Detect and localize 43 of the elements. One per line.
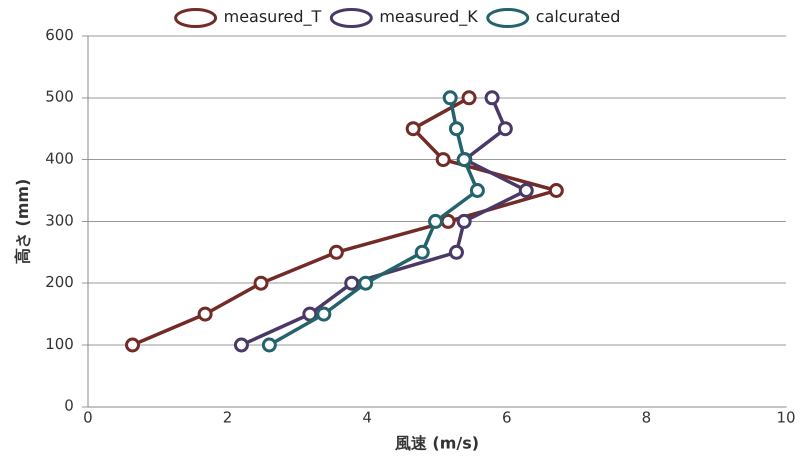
y-tick-label: 100 (45, 334, 74, 353)
x-tick-label: 8 (642, 408, 652, 427)
point (518, 183, 534, 198)
legend-label: measured_T (224, 7, 322, 26)
x-axis-title: 風速 (m/s) (394, 434, 480, 453)
point (316, 306, 332, 322)
point (234, 338, 249, 352)
y-tick-label: 500 (45, 88, 74, 106)
point (436, 152, 451, 168)
point (484, 90, 500, 106)
legend-label: calcurated (536, 7, 620, 26)
point (406, 121, 421, 136)
legend-label: measured_K (379, 7, 478, 26)
x-tick-label: 6 (502, 408, 512, 427)
x-tick-label: 10 (776, 408, 796, 427)
y-axis-title: 高さ (mm) (12, 178, 32, 264)
point (125, 338, 140, 352)
point (456, 214, 472, 229)
y-tick-label: 600 (45, 26, 74, 44)
y-tick-label: 200 (45, 273, 74, 292)
y-tick-label: 0 (64, 396, 74, 415)
point (344, 276, 360, 291)
point (440, 214, 456, 229)
point (253, 276, 268, 291)
point (448, 244, 464, 260)
point (448, 121, 464, 136)
y-tick-label: 300 (45, 211, 74, 230)
point (358, 276, 374, 291)
point (462, 90, 477, 106)
x-tick-label: 2 (222, 408, 232, 427)
point (428, 214, 444, 229)
point (328, 244, 344, 260)
point (442, 90, 458, 106)
x-tick-label: 0 (83, 408, 93, 427)
y-tick-label: 400 (45, 149, 74, 168)
point (498, 121, 513, 136)
point (262, 338, 277, 352)
point (302, 306, 318, 322)
point (414, 244, 430, 260)
point (198, 306, 213, 322)
point (548, 183, 564, 198)
point (470, 183, 485, 198)
x-tick-label: 4 (362, 408, 372, 427)
